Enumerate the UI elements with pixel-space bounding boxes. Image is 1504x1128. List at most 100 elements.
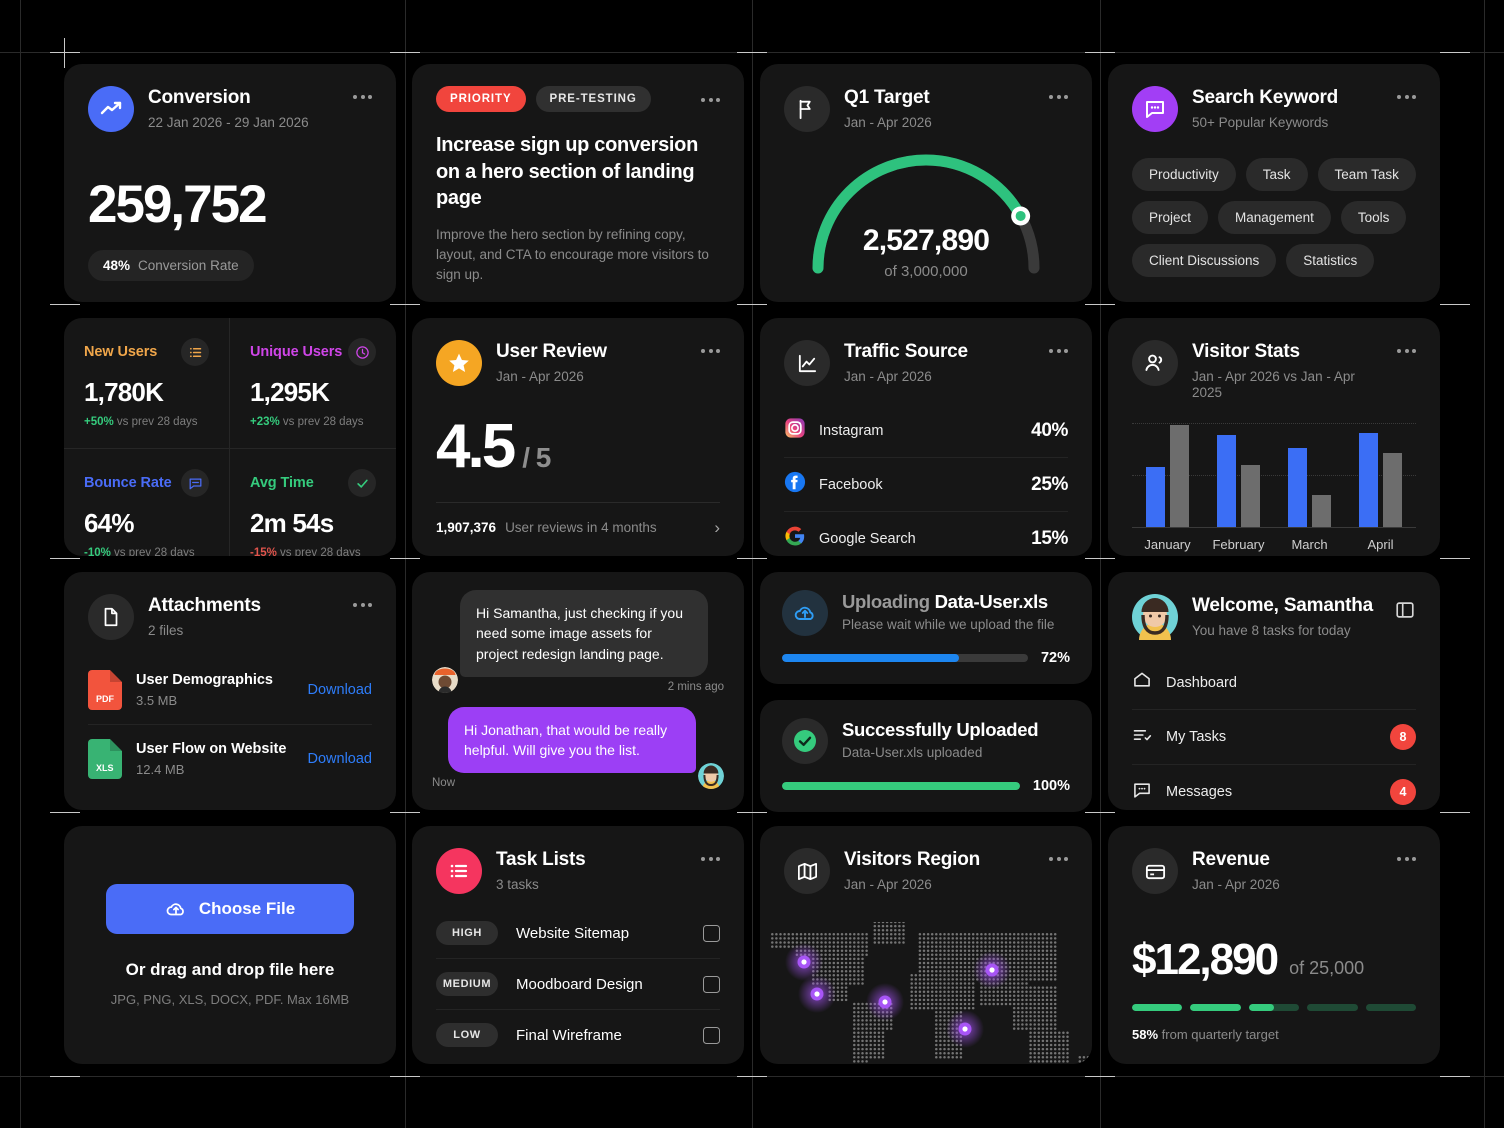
file-type-icon: PDF: [88, 670, 122, 710]
card-header: Revenue Jan - Apr 2026: [1132, 848, 1416, 894]
nav-item-label: Dashboard: [1166, 674, 1237, 691]
task-checkbox[interactable]: [703, 924, 720, 942]
search-keyword-card: Search Keyword 50+ Popular Keywords Prod…: [1108, 64, 1440, 302]
more-options-icon[interactable]: [353, 594, 372, 607]
card-title: Conversion: [148, 87, 251, 108]
divider: [436, 502, 720, 503]
keyword-chip-3[interactable]: Project: [1132, 201, 1209, 234]
q1-target-card: Q1 Target Jan - Apr 2026 2,527,890 of 3,…: [760, 64, 1092, 302]
status-tag[interactable]: PRE-TESTING: [535, 86, 651, 112]
review-count-row[interactable]: 1,907,376 User reviews in 4 months ›: [436, 519, 720, 536]
bar-group: [1345, 423, 1416, 528]
card-header: Welcome, Samantha You have 8 tasks for t…: [1132, 594, 1416, 640]
keyword-chip-1[interactable]: Task: [1245, 158, 1308, 191]
more-options-icon[interactable]: [1049, 848, 1068, 861]
keyword-chip-6[interactable]: Client Discussions: [1132, 244, 1277, 277]
crop-mark: [390, 1076, 420, 1077]
file-size: 3.5 MB: [136, 693, 178, 709]
crop-mark: [1085, 304, 1115, 305]
dropzone-hint: Or drag and drop file here: [125, 959, 335, 979]
bar-february-1: [1241, 464, 1260, 528]
tasks-icon: [1132, 725, 1152, 750]
trending-up-icon: [88, 86, 134, 132]
card-subtitle: 22 Jan 2026 - 29 Jan 2026: [148, 114, 309, 130]
traffic-source-card: Traffic Source Jan - Apr 2026 Instagram 4…: [760, 318, 1092, 556]
chat-icon: [181, 469, 209, 497]
source-percent: 25%: [1031, 473, 1068, 495]
task-checkbox[interactable]: [703, 975, 720, 993]
keyword-chip-2[interactable]: Team Task: [1317, 158, 1416, 191]
download-link[interactable]: Download: [307, 751, 373, 767]
keyword-chip-4[interactable]: Management: [1218, 201, 1331, 234]
more-options-icon[interactable]: [1397, 86, 1416, 99]
download-link[interactable]: Download: [307, 682, 373, 698]
bar-january-0: [1146, 466, 1165, 528]
revenue-amount: $12,890: [1132, 935, 1279, 984]
crop-mark: [50, 558, 80, 559]
nav-badge: 4: [1390, 779, 1416, 805]
nav-item-my-tasks[interactable]: My Tasks 8: [1132, 709, 1416, 764]
traffic-source-row[interactable]: Instagram 40%: [784, 404, 1068, 457]
crop-mark: [1085, 812, 1115, 813]
more-options-icon[interactable]: [701, 86, 720, 102]
flag-icon: [784, 86, 830, 132]
keyword-chip-7[interactable]: Statistics: [1286, 244, 1375, 277]
upload-stack: Uploading Data-User.xls Please wait whil…: [760, 572, 1092, 812]
priority-tag[interactable]: PRIORITY: [436, 86, 526, 112]
guide-line: [405, 0, 406, 1128]
bar-march-1: [1312, 494, 1331, 528]
incoming-message-bubble: Hi Samantha, just checking if you need s…: [460, 590, 708, 677]
more-options-icon[interactable]: [1397, 848, 1416, 861]
panel-toggle-icon[interactable]: [1394, 599, 1416, 621]
more-options-icon[interactable]: [1397, 340, 1416, 353]
keyword-chip-0[interactable]: Productivity: [1132, 158, 1236, 191]
cloud-upload-icon: [166, 902, 184, 915]
avatar: [432, 666, 458, 693]
traffic-source-row[interactable]: Google Search 15%: [784, 511, 1068, 556]
rating-display: 4.5 / 5: [436, 416, 720, 478]
nav-item-dashboard[interactable]: Dashboard: [1132, 656, 1416, 709]
home-icon: [1132, 670, 1152, 695]
more-options-icon[interactable]: [353, 86, 372, 99]
more-options-icon[interactable]: [1049, 86, 1068, 99]
visitor-stats-card: Visitor Stats Jan - Apr 2026 vs Jan - Ap…: [1108, 318, 1440, 556]
crop-mark: [1085, 1076, 1115, 1077]
task-row: HIGH Website Sitemap: [436, 908, 720, 958]
choose-file-label: Choose File: [198, 898, 296, 918]
file-type-icon: XLS: [88, 739, 122, 779]
uploading-title: Uploading Data-User.xls: [842, 591, 1048, 612]
chevron-right-icon[interactable]: ›: [714, 518, 720, 537]
card-header: Visitors Region Jan - Apr 2026: [784, 848, 1068, 894]
keyword-chip-5[interactable]: Tools: [1340, 201, 1407, 234]
file-dropzone-card[interactable]: Choose File Or drag and drop file here J…: [64, 826, 396, 1064]
map-icon: [784, 848, 830, 894]
choose-file-button[interactable]: Choose File: [106, 883, 354, 934]
stat-cell-2: Bounce Rate 64% -10% vs prev 28 days: [64, 449, 230, 556]
task-checkbox[interactable]: [703, 1026, 720, 1044]
nav-item-messages[interactable]: Messages 4: [1132, 764, 1416, 810]
crop-mark: [737, 1076, 767, 1077]
more-options-icon[interactable]: [1049, 340, 1068, 353]
revenue-segment-4: [1365, 1004, 1417, 1011]
card-subtitle: 50+ Popular Keywords: [1192, 114, 1329, 130]
bar-group-container: [1132, 423, 1416, 528]
document-icon: [88, 594, 134, 640]
uploaded-progress-row: 100%: [782, 778, 1070, 794]
task-row: LOW Final Wireframe: [436, 1009, 720, 1060]
revenue-amount-row: $12,890 of 25,000: [1132, 938, 1416, 982]
revenue-percent: 58%: [1132, 1027, 1159, 1042]
task-list: HIGH Website Sitemap MEDIUM Moodboard Desig…: [436, 908, 720, 1060]
uploading-card: Uploading Data-User.xls Please wait whil…: [760, 572, 1092, 684]
stat-cell-0: New Users 1,780K +50% vs prev 28 days: [64, 318, 230, 449]
uploaded-subtitle: Data-User.xls uploaded: [842, 745, 983, 760]
google-icon: [784, 525, 806, 552]
card-title: Visitor Stats: [1192, 341, 1300, 362]
crop-mark: [1085, 558, 1115, 559]
traffic-source-row[interactable]: Facebook 25%: [784, 457, 1068, 511]
more-options-icon[interactable]: [701, 848, 720, 861]
check-icon: [348, 469, 376, 497]
more-options-icon[interactable]: [701, 340, 720, 353]
source-name: Instagram: [819, 422, 884, 439]
gridline: [1132, 475, 1416, 477]
rating-max: / 5: [522, 442, 551, 473]
